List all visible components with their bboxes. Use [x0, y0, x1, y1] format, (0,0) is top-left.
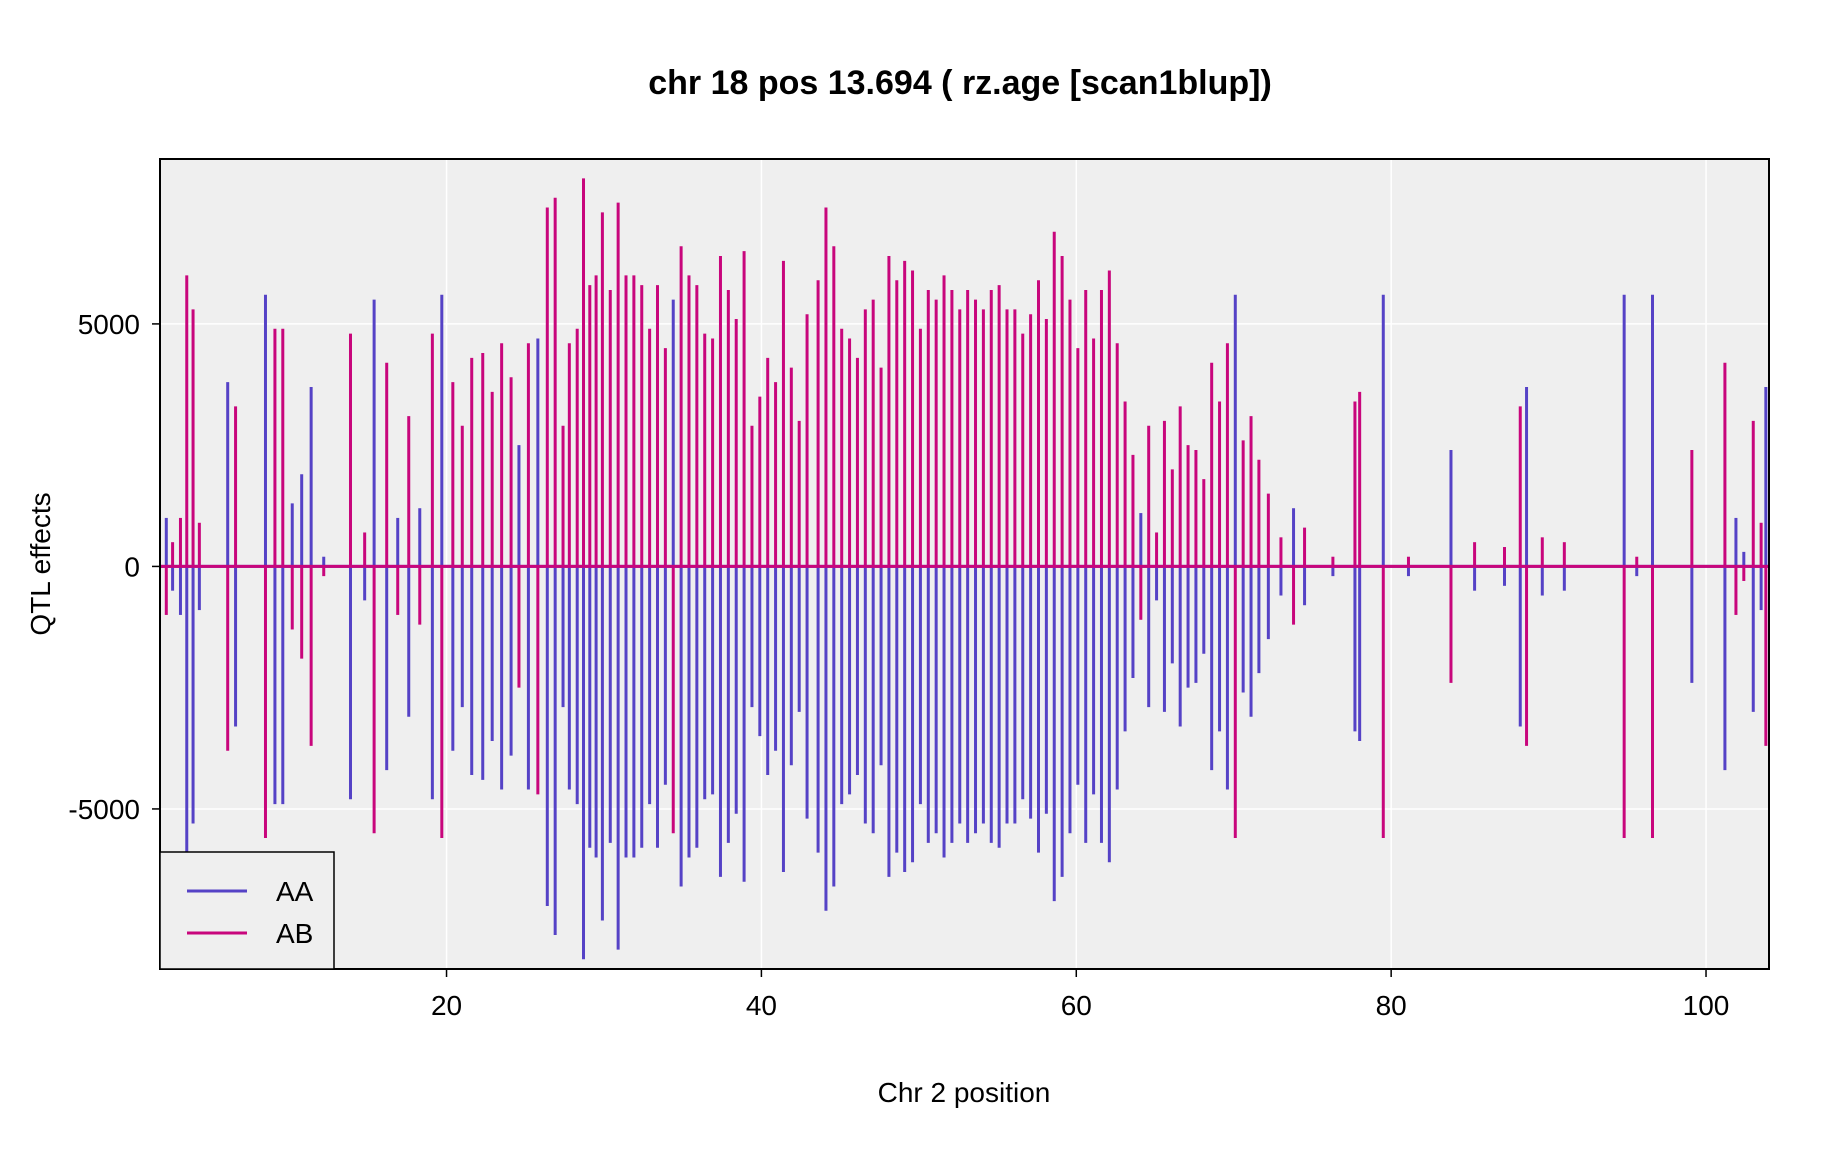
- x-tick-label: 100: [1683, 990, 1730, 1021]
- plot-background: [160, 159, 1769, 969]
- x-tick-label: 60: [1061, 990, 1092, 1021]
- chart-title: chr 18 pos 13.694 ( rz.age [scan1blup]): [648, 64, 1272, 102]
- x-axis-label: Chr 2 position: [878, 1077, 1051, 1108]
- series-ab: [164, 178, 1768, 839]
- legend-label-aa: AA: [276, 876, 314, 907]
- x-axis-ticks: 20 40 60 80 100: [431, 969, 1729, 1021]
- series-aa: [164, 294, 1768, 960]
- y-axis-label: QTL effects: [25, 492, 56, 635]
- plot-frame: [159, 158, 1770, 970]
- legend-label-ab: AB: [276, 918, 313, 949]
- x-tick-label: 80: [1376, 990, 1407, 1021]
- y-tick-label: -5000: [68, 794, 140, 825]
- legend: AA AB: [159, 851, 335, 970]
- x-tick-label: 40: [746, 990, 777, 1021]
- x-tick-label: 20: [431, 990, 462, 1021]
- y-tick-label: 0: [124, 551, 140, 582]
- y-axis-ticks: -5000 0 5000: [68, 309, 160, 825]
- series-layer: [164, 178, 1768, 960]
- y-tick-label: 5000: [78, 309, 140, 340]
- legend-box: [159, 851, 335, 970]
